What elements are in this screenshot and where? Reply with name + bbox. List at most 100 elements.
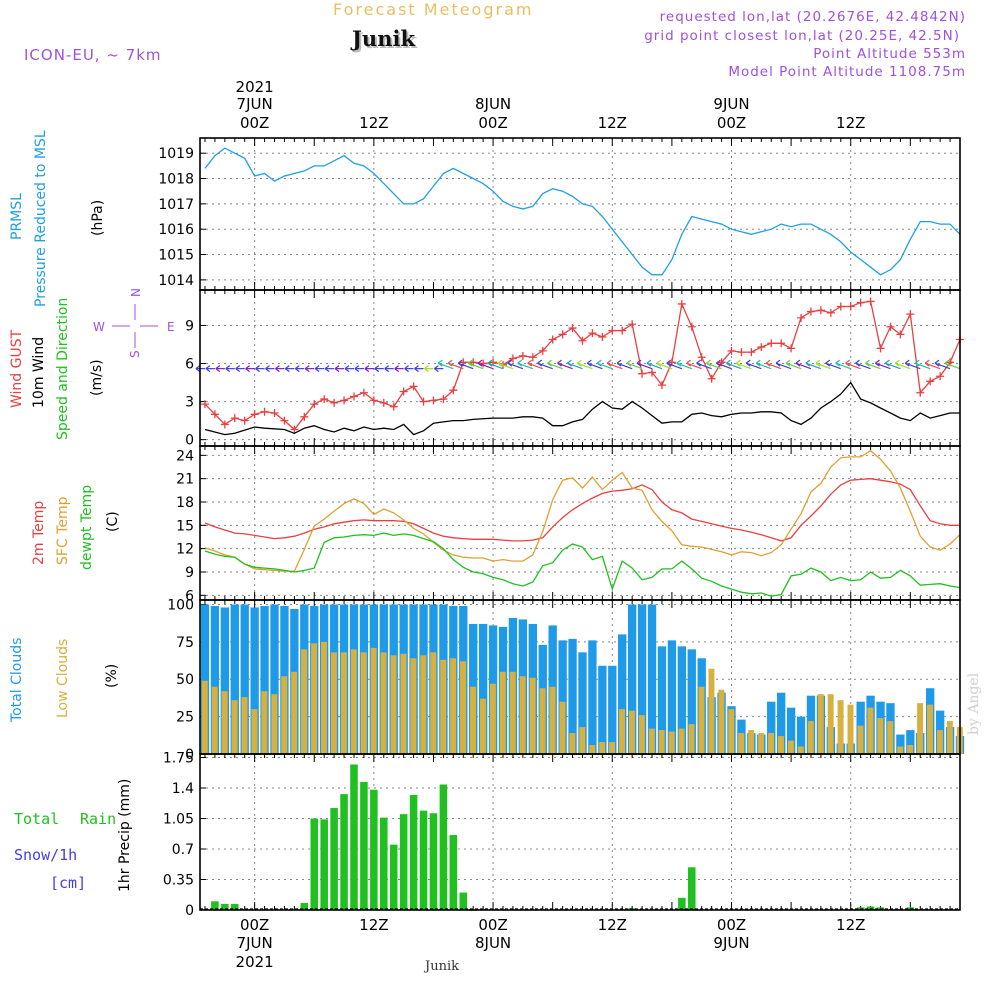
gust-marker (896, 330, 905, 339)
precip-total-label: Total (14, 810, 60, 828)
low-cloud-bar (221, 691, 228, 754)
gust-marker (727, 346, 736, 355)
low-cloud-bar (847, 704, 854, 754)
wind-arrow-head (825, 359, 831, 367)
wind-arrow-head (855, 359, 860, 367)
low-cloud-bar (877, 718, 884, 754)
dewpt-line (204, 532, 961, 597)
gust-marker (320, 395, 329, 404)
gust-marker (330, 398, 339, 407)
wind-arrow (885, 362, 901, 370)
y-tick-label: 1.75 (163, 750, 194, 766)
gust-marker (757, 343, 766, 352)
low-cloud-bar (638, 715, 645, 754)
precip-bar (320, 819, 328, 910)
low-cloud-bar (946, 721, 953, 754)
wind-arrow (636, 362, 653, 370)
wind-arrow (597, 362, 613, 370)
wind-arrow-head (497, 359, 503, 367)
wind-arrow-head (537, 359, 543, 367)
y-tick-label: 1018 (158, 172, 194, 188)
top-time-label: 12Z (598, 114, 627, 132)
precip-bar (687, 867, 696, 910)
low-cloud-bar (211, 686, 218, 754)
wind-arrow-head (875, 359, 880, 367)
precip-bar (350, 764, 358, 910)
top-time-label: 12Z (359, 114, 388, 132)
wind-arrow-head (586, 359, 592, 367)
low-cloud-bar (261, 691, 268, 754)
low-cloud-bar (499, 671, 506, 754)
wind-arrow-head (364, 365, 370, 373)
gust-marker (856, 298, 865, 307)
low-cloud-bar (787, 740, 794, 754)
wind-arrow (547, 362, 563, 370)
y-tick-label: 25 (176, 710, 194, 726)
wind-arrow-head (205, 365, 211, 373)
total-cloud-bar (618, 634, 627, 754)
grid-point-coords: grid point closest lon,lat (20.25E, 42.5… (644, 28, 960, 44)
gust-marker (518, 351, 527, 360)
y-tick-label: 3 (185, 395, 194, 411)
wind-arrow-head (447, 359, 453, 367)
wind-arrow-head (547, 359, 552, 367)
wind-arrow (934, 362, 951, 370)
low-cloud-bar (867, 707, 874, 754)
wind-arrow-head (294, 365, 300, 373)
wind-arrow (785, 362, 802, 370)
low-cloud-bar (241, 697, 248, 754)
total-cloud-bar (667, 640, 677, 754)
gust-marker (409, 382, 418, 391)
gust-marker (349, 392, 358, 401)
precip-bar (459, 892, 468, 910)
gust-marker (886, 322, 895, 331)
wind-arrow-head (894, 359, 900, 367)
total-cloud-bar (558, 640, 567, 754)
gust-marker (677, 299, 686, 308)
precip-bar (340, 794, 348, 910)
gust-marker (747, 348, 756, 357)
low-cloud-bar (201, 680, 208, 754)
wind-arrow-head (374, 365, 380, 373)
wind-arrow-head (815, 359, 821, 367)
low-cloud-bar (827, 694, 834, 754)
wind-arrow (815, 362, 832, 370)
gust-marker (300, 412, 309, 421)
low-cloud-bar (390, 655, 397, 754)
low-cloud-bar (350, 649, 357, 754)
compass-w: W (93, 320, 105, 334)
wind-arrow-head (706, 359, 711, 367)
low-cloud-bar (400, 653, 407, 754)
wind-arrow-head (394, 365, 400, 373)
low-cloud-bar (281, 676, 288, 754)
wind-arrow-head (354, 365, 360, 373)
bottom-time-label: 00Z (240, 916, 269, 934)
wind-arrow (656, 362, 673, 370)
low-cloud-bar (837, 700, 844, 754)
gust-marker (648, 368, 657, 377)
wind-arrow-head (596, 359, 602, 367)
bottom-time-label: 12Z (836, 916, 865, 934)
total-cloud-bar (578, 652, 587, 754)
low-cloud-bar (360, 652, 367, 754)
y-tick-label: 100 (167, 597, 194, 613)
gust-marker (588, 329, 597, 338)
low-cloud-bar (420, 655, 427, 754)
wind-arrow-head (716, 359, 721, 367)
low-cloud-bar (609, 742, 616, 754)
gust-marker (379, 398, 388, 407)
low-cloud-bar (628, 710, 635, 754)
gust-marker (836, 302, 845, 311)
low-cloud-bar (529, 677, 536, 754)
wind-arrow-head (636, 359, 642, 367)
wind-arrow (497, 362, 514, 370)
wind-arrow (756, 362, 772, 370)
gust-marker (876, 344, 885, 353)
total-cloud-bar (588, 640, 597, 754)
gust-marker (270, 409, 279, 418)
y-tick-label: 6 (185, 588, 194, 604)
wind-arrow (448, 362, 464, 370)
compass-e: E (167, 320, 175, 334)
wind-arrow-head (265, 365, 270, 373)
